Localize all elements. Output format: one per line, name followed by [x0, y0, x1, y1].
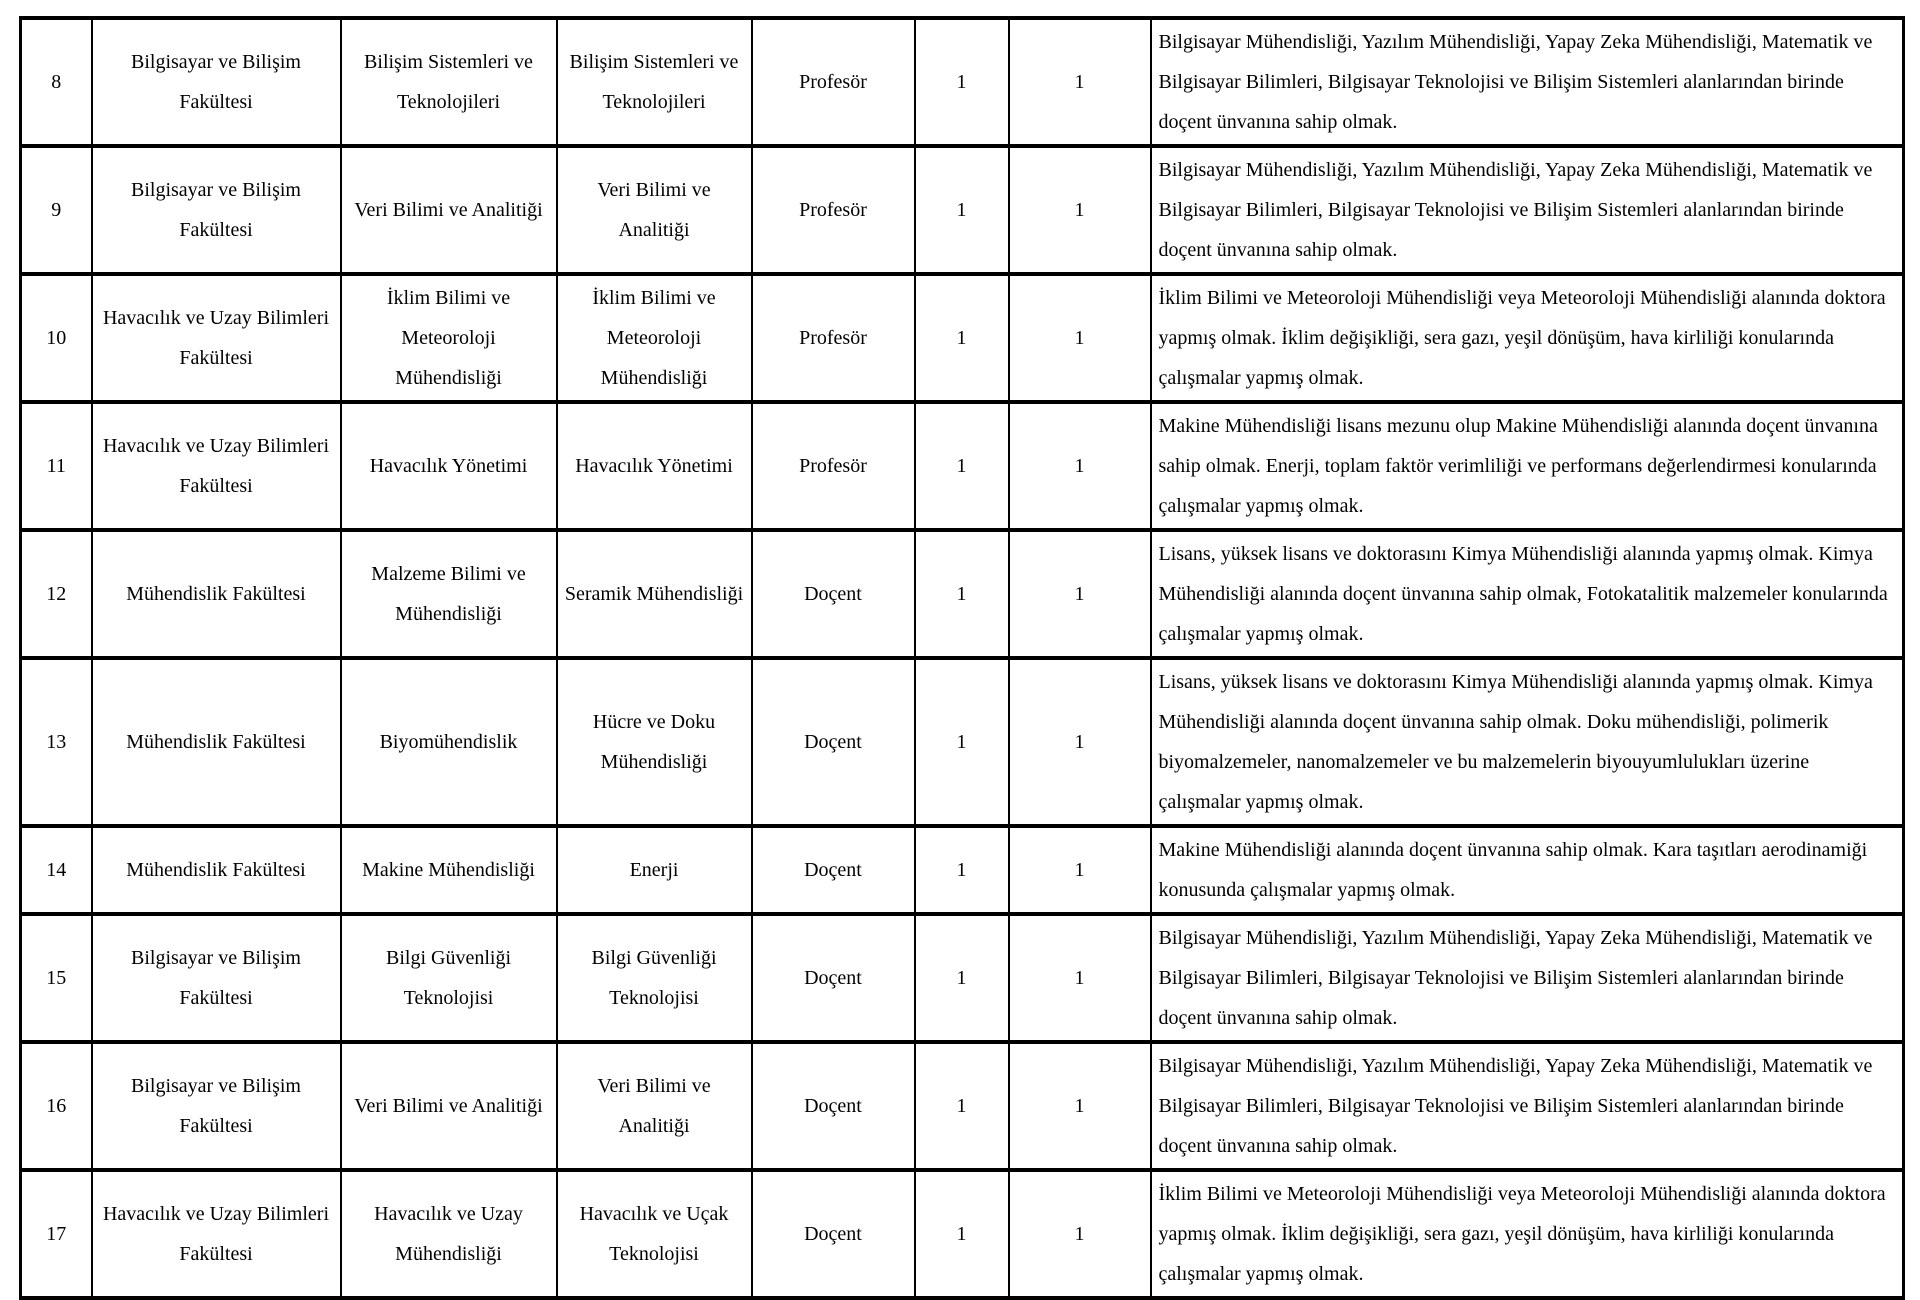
title-cell: Doçent — [750, 1168, 916, 1300]
row-number-cell: 16 — [19, 1040, 93, 1172]
faculty-cell: Bilgisayar ve Bilişim Fakültesi — [90, 144, 342, 276]
department-cell: Biyomühendislik — [339, 656, 558, 828]
faculty-cell: Mühendislik Fakültesi — [90, 824, 342, 916]
count-1-cell: 1 — [913, 656, 1010, 828]
field-cell: Hücre ve Doku Mühendisliği — [555, 656, 753, 828]
table-row: 11 Havacılık ve Uzay Bilimleri Fakültesi… — [19, 400, 1905, 532]
faculty-cell: Bilgisayar ve Bilişim Fakültesi — [90, 1040, 342, 1172]
requirements-cell: Bilgisayar Mühendisliği, Yazılım Mühendi… — [1149, 144, 1905, 276]
count-2-cell: 1 — [1007, 1168, 1152, 1300]
count-2-cell: 1 — [1007, 144, 1152, 276]
field-cell: Seramik Mühendisliği — [555, 528, 753, 660]
title-cell: Profesör — [750, 272, 916, 404]
field-cell: Havacılık ve Uçak Teknolojisi — [555, 1168, 753, 1300]
faculty-cell: Bilgisayar ve Bilişim Fakültesi — [90, 16, 342, 148]
requirements-cell: Makine Mühendisliği lisans mezunu olup M… — [1149, 400, 1905, 532]
count-1-cell: 1 — [913, 912, 1010, 1044]
department-cell: Makine Mühendisliği — [339, 824, 558, 916]
department-cell: Veri Bilimi ve Analitiği — [339, 1040, 558, 1172]
row-number-cell: 8 — [19, 16, 93, 148]
count-1-cell: 1 — [913, 824, 1010, 916]
requirements-cell: Bilgisayar Mühendisliği, Yazılım Mühendi… — [1149, 912, 1905, 1044]
table-row: 10 Havacılık ve Uzay Bilimleri Fakültesi… — [19, 272, 1905, 404]
requirements-cell: Lisans, yüksek lisans ve doktorasını Kim… — [1149, 528, 1905, 660]
row-number-cell: 9 — [19, 144, 93, 276]
faculty-cell: Mühendislik Fakültesi — [90, 528, 342, 660]
count-1-cell: 1 — [913, 400, 1010, 532]
title-cell: Profesör — [750, 400, 916, 532]
count-1-cell: 1 — [913, 1168, 1010, 1300]
field-cell: Bilişim Sistemleri ve Teknolojileri — [555, 16, 753, 148]
document-page: 8 Bilgisayar ve Bilişim Fakültesi Bilişi… — [0, 16, 1920, 1300]
faculty-cell: Havacılık ve Uzay Bilimleri Fakültesi — [90, 272, 342, 404]
title-cell: Doçent — [750, 912, 916, 1044]
count-2-cell: 1 — [1007, 528, 1152, 660]
count-1-cell: 1 — [913, 16, 1010, 148]
row-number-cell: 12 — [19, 528, 93, 660]
count-2-cell: 1 — [1007, 656, 1152, 828]
row-number-cell: 10 — [19, 272, 93, 404]
requirements-cell: İklim Bilimi ve Meteoroloji Mühendisliği… — [1149, 272, 1905, 404]
faculty-cell: Mühendislik Fakültesi — [90, 656, 342, 828]
faculty-cell: Havacılık ve Uzay Bilimleri Fakültesi — [90, 400, 342, 532]
department-cell: Malzeme Bilimi ve Mühendisliği — [339, 528, 558, 660]
field-cell: Enerji — [555, 824, 753, 916]
requirements-cell: Lisans, yüksek lisans ve doktorasını Kim… — [1149, 656, 1905, 828]
title-cell: Doçent — [750, 528, 916, 660]
table-row: 14 Mühendislik Fakültesi Makine Mühendis… — [19, 824, 1905, 916]
requirements-cell: Makine Mühendisliği alanında doçent ünva… — [1149, 824, 1905, 916]
field-cell: Veri Bilimi ve Analitiği — [555, 144, 753, 276]
count-1-cell: 1 — [913, 272, 1010, 404]
field-cell: İklim Bilimi ve Meteoroloji Mühendisliği — [555, 272, 753, 404]
faculty-cell: Bilgisayar ve Bilişim Fakültesi — [90, 912, 342, 1044]
title-cell: Profesör — [750, 16, 916, 148]
requirements-cell: Bilgisayar Mühendisliği, Yazılım Mühendi… — [1149, 16, 1905, 148]
field-cell: Bilgi Güvenliği Teknolojisi — [555, 912, 753, 1044]
row-number-cell: 14 — [19, 824, 93, 916]
field-cell: Havacılık Yönetimi — [555, 400, 753, 532]
table-row: 17 Havacılık ve Uzay Bilimleri Fakültesi… — [19, 1168, 1905, 1300]
department-cell: Havacılık Yönetimi — [339, 400, 558, 532]
count-1-cell: 1 — [913, 144, 1010, 276]
count-1-cell: 1 — [913, 528, 1010, 660]
department-cell: Bilgi Güvenliği Teknolojisi — [339, 912, 558, 1044]
table-row: 8 Bilgisayar ve Bilişim Fakültesi Bilişi… — [19, 16, 1905, 148]
count-2-cell: 1 — [1007, 400, 1152, 532]
table-row: 13 Mühendislik Fakültesi Biyomühendislik… — [19, 656, 1905, 828]
title-cell: Doçent — [750, 656, 916, 828]
count-2-cell: 1 — [1007, 912, 1152, 1044]
count-1-cell: 1 — [913, 1040, 1010, 1172]
count-2-cell: 1 — [1007, 272, 1152, 404]
faculty-cell: Havacılık ve Uzay Bilimleri Fakültesi — [90, 1168, 342, 1300]
table-row: 12 Mühendislik Fakültesi Malzeme Bilimi … — [19, 528, 1905, 660]
department-cell: Bilişim Sistemleri ve Teknolojileri — [339, 16, 558, 148]
requirements-cell: İklim Bilimi ve Meteoroloji Mühendisliği… — [1149, 1168, 1905, 1300]
row-number-cell: 13 — [19, 656, 93, 828]
table-row: 15 Bilgisayar ve Bilişim Fakültesi Bilgi… — [19, 912, 1905, 1044]
department-cell: Veri Bilimi ve Analitiği — [339, 144, 558, 276]
table-row: 9 Bilgisayar ve Bilişim Fakültesi Veri B… — [19, 144, 1905, 276]
title-cell: Doçent — [750, 824, 916, 916]
title-cell: Profesör — [750, 144, 916, 276]
row-number-cell: 11 — [19, 400, 93, 532]
table-row: 16 Bilgisayar ve Bilişim Fakültesi Veri … — [19, 1040, 1905, 1172]
count-2-cell: 1 — [1007, 824, 1152, 916]
count-2-cell: 1 — [1007, 16, 1152, 148]
row-number-cell: 15 — [19, 912, 93, 1044]
requirements-cell: Bilgisayar Mühendisliği, Yazılım Mühendi… — [1149, 1040, 1905, 1172]
job-postings-table: 8 Bilgisayar ve Bilişim Fakültesi Bilişi… — [19, 16, 1905, 1300]
field-cell: Veri Bilimi ve Analitiği — [555, 1040, 753, 1172]
row-number-cell: 17 — [19, 1168, 93, 1300]
department-cell: İklim Bilimi ve Meteoroloji Mühendisliği — [339, 272, 558, 404]
department-cell: Havacılık ve Uzay Mühendisliği — [339, 1168, 558, 1300]
count-2-cell: 1 — [1007, 1040, 1152, 1172]
title-cell: Doçent — [750, 1040, 916, 1172]
